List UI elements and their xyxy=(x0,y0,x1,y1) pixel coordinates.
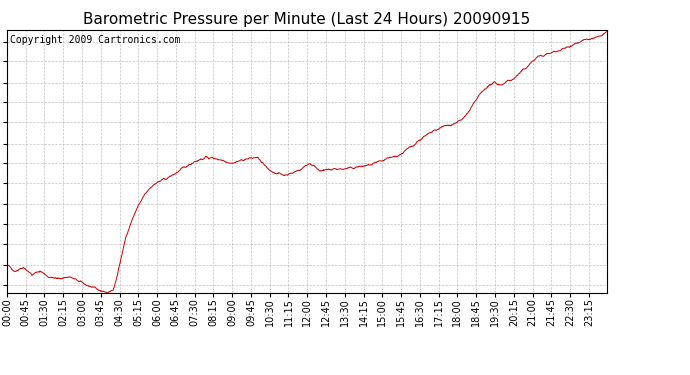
Text: Copyright 2009 Cartronics.com: Copyright 2009 Cartronics.com xyxy=(10,35,180,45)
Title: Barometric Pressure per Minute (Last 24 Hours) 20090915: Barometric Pressure per Minute (Last 24 … xyxy=(83,12,531,27)
